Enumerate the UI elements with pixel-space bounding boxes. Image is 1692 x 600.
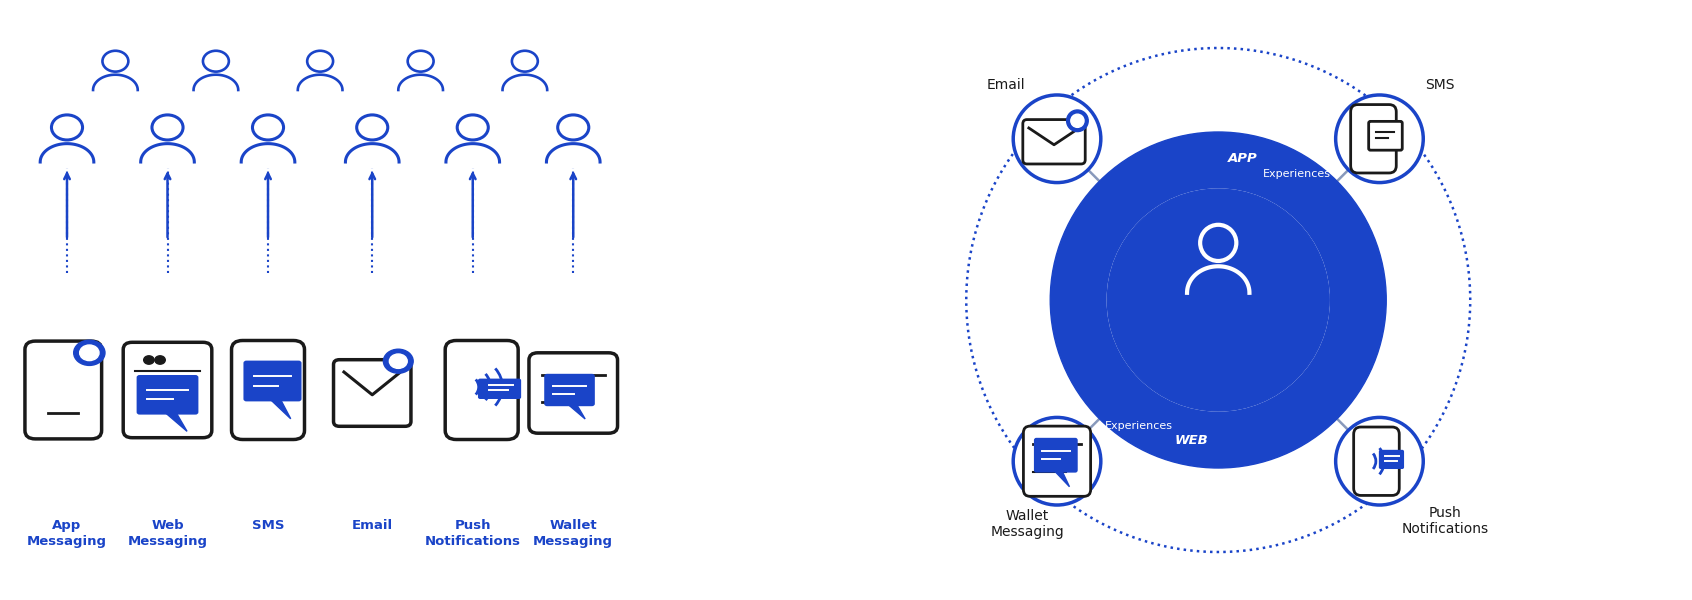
Circle shape xyxy=(1107,189,1330,411)
Polygon shape xyxy=(164,412,188,431)
Text: WEB: WEB xyxy=(1174,434,1208,448)
FancyBboxPatch shape xyxy=(333,359,411,426)
FancyBboxPatch shape xyxy=(545,374,596,406)
Circle shape xyxy=(389,354,408,368)
FancyBboxPatch shape xyxy=(1024,119,1085,164)
Circle shape xyxy=(1335,418,1423,505)
FancyBboxPatch shape xyxy=(244,361,301,401)
FancyBboxPatch shape xyxy=(445,340,518,439)
Circle shape xyxy=(1107,189,1330,411)
Text: SMS: SMS xyxy=(252,519,284,532)
FancyBboxPatch shape xyxy=(137,375,198,415)
Circle shape xyxy=(1066,110,1088,131)
Text: APP: APP xyxy=(1228,152,1257,166)
Circle shape xyxy=(1014,418,1101,505)
Text: Web
Messaging: Web Messaging xyxy=(127,519,208,548)
Text: Email: Email xyxy=(986,78,1025,92)
Text: Experiences: Experiences xyxy=(1105,421,1173,431)
Text: Push
Notifications: Push Notifications xyxy=(1403,506,1489,536)
FancyBboxPatch shape xyxy=(530,353,618,433)
Text: Experiences: Experiences xyxy=(1264,169,1332,179)
FancyBboxPatch shape xyxy=(1354,427,1399,496)
Polygon shape xyxy=(567,404,585,419)
Polygon shape xyxy=(1054,470,1069,487)
Circle shape xyxy=(384,349,413,373)
FancyBboxPatch shape xyxy=(477,379,521,399)
FancyBboxPatch shape xyxy=(232,340,305,439)
FancyBboxPatch shape xyxy=(1350,104,1396,173)
Circle shape xyxy=(1071,114,1085,127)
Circle shape xyxy=(74,340,105,365)
FancyBboxPatch shape xyxy=(1024,426,1091,496)
FancyBboxPatch shape xyxy=(1379,450,1404,469)
Circle shape xyxy=(144,356,154,364)
FancyBboxPatch shape xyxy=(1034,438,1078,473)
Text: SMS: SMS xyxy=(1425,78,1453,92)
Circle shape xyxy=(156,356,166,364)
Text: Email: Email xyxy=(352,519,393,532)
Text: Wallet
Messaging: Wallet Messaging xyxy=(533,519,613,548)
Text: Wallet
Messaging: Wallet Messaging xyxy=(990,509,1064,539)
Circle shape xyxy=(1335,95,1423,182)
Text: App
Messaging: App Messaging xyxy=(27,519,107,548)
FancyBboxPatch shape xyxy=(25,341,102,439)
FancyBboxPatch shape xyxy=(124,342,212,438)
Circle shape xyxy=(1014,95,1101,182)
Polygon shape xyxy=(269,399,291,419)
FancyBboxPatch shape xyxy=(1369,121,1403,150)
Circle shape xyxy=(1051,132,1386,468)
Text: Push
Notifications: Push Notifications xyxy=(425,519,521,548)
Circle shape xyxy=(80,345,100,361)
